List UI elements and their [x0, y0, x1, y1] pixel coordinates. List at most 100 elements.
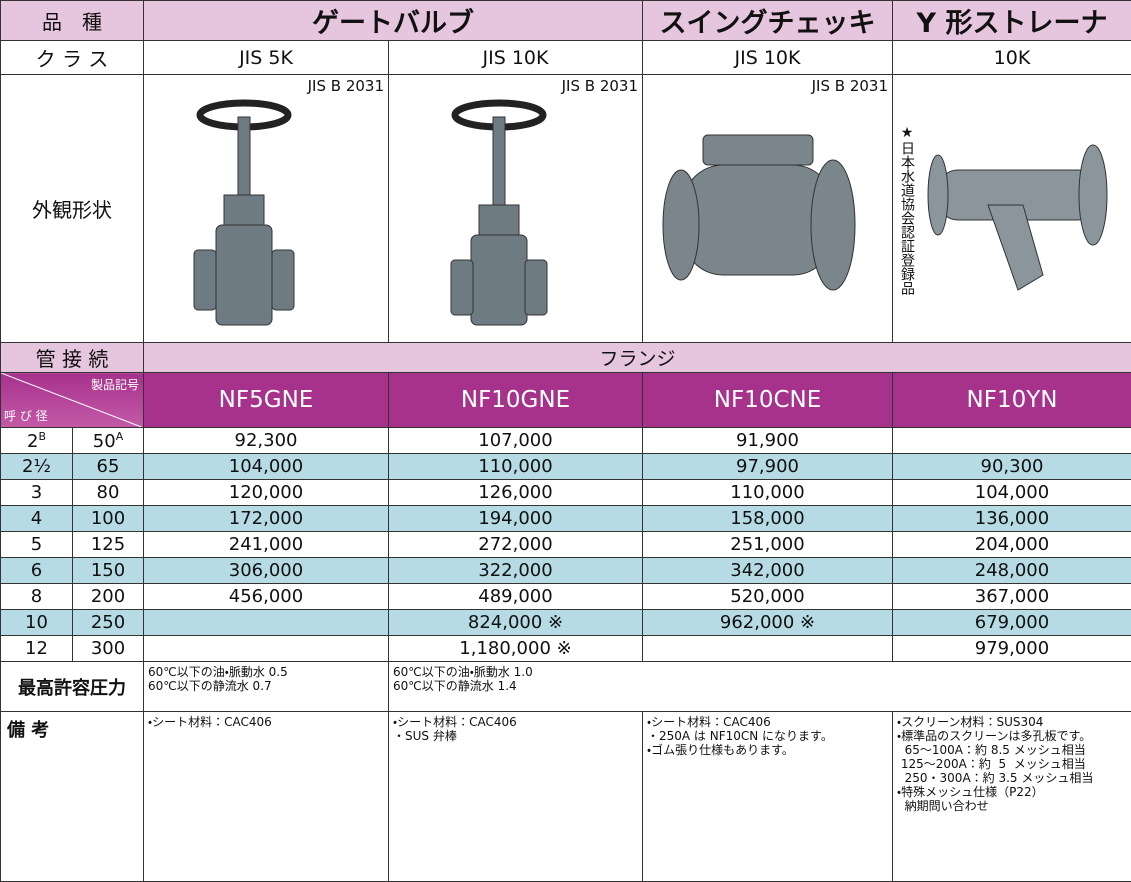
price-cell: 158,000: [643, 506, 893, 532]
model: NF10YN: [893, 373, 1131, 428]
size-inch-value: 8: [31, 586, 42, 607]
size-mm: 50A: [73, 428, 144, 454]
note-line: ・シート材料：CAC406: [647, 715, 888, 729]
price: 120,000: [229, 482, 303, 503]
notes-label: 備 考: [1, 712, 144, 882]
price-cell: 91,900: [643, 428, 893, 454]
size-inch: 5: [1, 532, 73, 558]
standard: JIS B 2031: [562, 77, 638, 95]
size-mm-value: 125: [91, 534, 125, 555]
class-value: 10K: [893, 41, 1131, 75]
size-mm: 200: [73, 584, 144, 610]
price-cell: 342,000: [643, 558, 893, 584]
size-inch: 2B: [1, 428, 73, 454]
connection-row: 管 接 続 フランジ: [1, 343, 1131, 373]
size-mm: 80: [73, 480, 144, 506]
price-cell: [893, 428, 1131, 454]
price-cell: 679,000: [893, 610, 1131, 636]
class-label: ク ラ ス: [1, 41, 144, 75]
class-value: JIS 10K: [643, 41, 893, 75]
price: 158,000: [730, 508, 804, 529]
size-inch: 2½: [1, 454, 73, 480]
price-cell: 97,900: [643, 454, 893, 480]
size-mm-value: 200: [91, 586, 125, 607]
price: 1,180,000 ※: [459, 638, 571, 659]
size-mm-value: 80: [97, 482, 120, 503]
gate-valve-image: [389, 75, 643, 338]
price-cell: 120,000: [144, 480, 389, 506]
size-inch: 6: [1, 558, 73, 584]
size-inch-value: 4: [31, 508, 42, 529]
class-value: JIS 10K: [389, 41, 643, 75]
note-line: ・シート材料：CAC406: [148, 715, 384, 729]
note-line: ・SUS 弁棒: [393, 729, 638, 743]
price: 489,000: [478, 586, 552, 607]
price: 824,000 ※: [468, 612, 563, 633]
size-mm-value: 65: [97, 456, 120, 477]
price-cell: 204,000: [893, 532, 1131, 558]
note-line: 125～200A：約 5 メッシュ相当: [897, 757, 1127, 771]
price: 306,000: [229, 560, 303, 581]
price-cell: 272,000: [389, 532, 643, 558]
price: 367,000: [975, 586, 1049, 607]
price: 91,900: [736, 430, 799, 451]
note-line: ・特殊メッシュ仕様（P22）: [897, 785, 1127, 799]
size-mm-value: 300: [91, 638, 125, 659]
gate-valve: ゲートバルブ: [144, 1, 643, 41]
size-inch-value: 12: [25, 638, 48, 659]
price-cell: 104,000: [144, 454, 389, 480]
size-inch: 12: [1, 636, 73, 662]
size-mm-value: 50: [93, 431, 116, 452]
model-row: 製品記号 呼 び 径 NF5GNE NF10GNE NF10CNE NF10YN: [1, 373, 1131, 428]
size-mm: 150: [73, 558, 144, 584]
notes-row: 備 考・シート材料：CAC406・シート材料：CAC406・SUS 弁棒・シート…: [1, 712, 1131, 882]
price: 110,000: [730, 482, 804, 503]
gate-valve-image: [144, 75, 389, 338]
size-mm: 100: [73, 506, 144, 532]
appearance-row: 外観形状 JIS B 2031 JIS B 2031 JIS B 2031 ★日…: [1, 75, 1131, 343]
price-cell: [144, 610, 389, 636]
price-cell: 489,000: [389, 584, 643, 610]
price-cell: 107,000: [389, 428, 643, 454]
price-cell: 306,000: [144, 558, 389, 584]
price-cell: 1,180,000 ※: [389, 636, 643, 662]
notes-value: ・スクリーン材料：SUS304・標準品のスクリーンは多孔板です。 65～100A…: [893, 712, 1131, 882]
size-inch: 8: [1, 584, 73, 610]
class-value: JIS 5K: [144, 41, 389, 75]
price: 962,000 ※: [720, 612, 815, 633]
image-cell: JIS B 2031: [643, 75, 893, 343]
note-line: ・シート材料：CAC406: [393, 715, 638, 729]
certification: ★日本水道協会認証登録品: [897, 125, 917, 295]
size-inch-value: 5: [31, 534, 42, 555]
price-cell: 456,000: [144, 584, 389, 610]
size-mm-value: 150: [91, 560, 125, 581]
price: 90,300: [981, 456, 1044, 477]
standard: JIS B 2031: [812, 77, 888, 95]
size-inch: 3: [1, 480, 73, 506]
price: 241,000: [229, 534, 303, 555]
size-inch-value: 6: [31, 560, 42, 581]
price-cell: [144, 636, 389, 662]
price: 104,000: [975, 482, 1049, 503]
class-row: ク ラ ス JIS 5K JIS 10K JIS 10K 10K: [1, 41, 1131, 75]
note-line: 250・300A：約 3.5 メッシュ相当: [897, 771, 1127, 785]
size-inch: 4: [1, 506, 73, 532]
swing-check-image: [643, 75, 893, 338]
price: 251,000: [730, 534, 804, 555]
connection-value: フランジ: [144, 343, 1131, 373]
size-inch-unit: B: [38, 430, 46, 443]
y-strainer-image: [893, 75, 1131, 338]
price-cell: 248,000: [893, 558, 1131, 584]
size-inch-value: 3: [31, 482, 42, 503]
price: 107,000: [478, 430, 552, 451]
note-line: ・標準品のスクリーンは多孔板です。: [897, 729, 1127, 743]
price-cell: 110,000: [389, 454, 643, 480]
